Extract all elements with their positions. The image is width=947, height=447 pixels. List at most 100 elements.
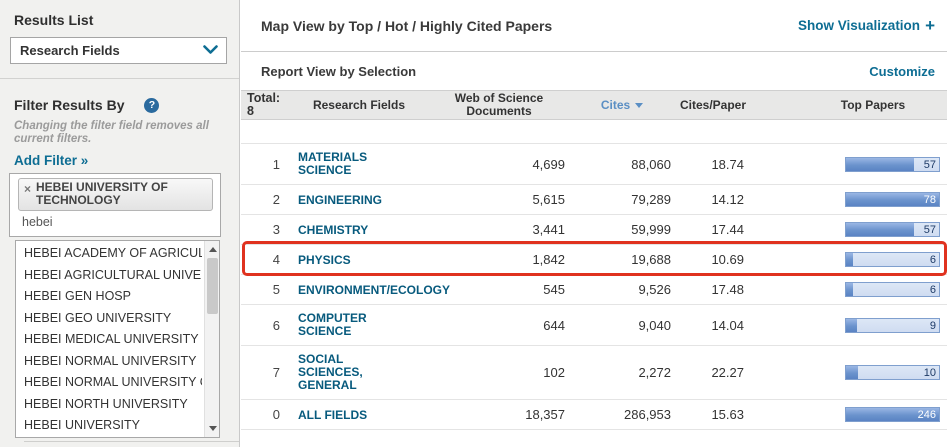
show-visualization-link[interactable]: Show Visualization + bbox=[798, 15, 935, 35]
cites-cell: 286,953 bbox=[569, 399, 675, 430]
wos-documents-cell: 102 bbox=[429, 345, 569, 400]
top-papers-value: 6 bbox=[929, 284, 936, 296]
cites-per-paper-cell: 14.12 bbox=[675, 184, 751, 215]
field-cell: ENGINEERING bbox=[289, 184, 429, 215]
map-view-title: Map View by Top / Hot / Highly Cited Pap… bbox=[261, 17, 553, 34]
scrollbar[interactable] bbox=[204, 241, 219, 437]
chevron-down-icon bbox=[203, 42, 218, 60]
results-list-dropdown[interactable]: Research Fields bbox=[10, 37, 227, 64]
column-header-cites-per-paper[interactable]: Cites/Paper bbox=[675, 90, 751, 120]
rank-cell: 0 bbox=[241, 399, 289, 430]
column-header-wos-documents[interactable]: Web of Science Documents bbox=[429, 90, 569, 120]
filter-tag-label: HEBEI UNIVERSITY OF TECHNOLOGY bbox=[36, 180, 168, 207]
top-papers-cell: 57 bbox=[751, 143, 947, 185]
top-papers-cell: 6 bbox=[751, 274, 947, 305]
rank-cell: 5 bbox=[241, 274, 289, 305]
sidebar-bottom-divider bbox=[24, 441, 239, 442]
add-filter-link[interactable]: Add Filter » bbox=[14, 153, 89, 168]
top-papers-bar-fill bbox=[846, 283, 854, 296]
cites-per-paper-cell: 10.69 bbox=[675, 244, 751, 275]
table-row: 3 CHEMISTRY 3,441 59,999 17.44 57 bbox=[241, 214, 947, 245]
filter-search-input[interactable] bbox=[20, 214, 210, 230]
column-header-research-fields[interactable]: Research Fields bbox=[289, 90, 429, 120]
table-row: 1 MATERIALS SCIENCE 4,699 88,060 18.74 57 bbox=[241, 143, 947, 185]
suggestion-item[interactable]: HEBEI MEDICAL UNIVERSITY bbox=[24, 332, 199, 346]
suggestion-item[interactable]: HEBEI NORMAL UNIVERSITY OF bbox=[24, 375, 202, 389]
top-papers-bar: 6 bbox=[845, 252, 940, 267]
field-cell: ALL FIELDS bbox=[289, 399, 429, 430]
suggestion-item[interactable]: HEBEI NORTH UNIVERSITY bbox=[24, 396, 188, 411]
top-papers-value: 57 bbox=[923, 224, 936, 236]
customize-link[interactable]: Customize bbox=[869, 63, 935, 79]
field-link[interactable]: CHEMISTRY bbox=[298, 222, 369, 237]
wos-documents-cell: 5,615 bbox=[429, 184, 569, 215]
cites-per-paper-cell: 22.27 bbox=[675, 345, 751, 400]
sidebar-divider bbox=[0, 78, 239, 79]
top-papers-value: 57 bbox=[923, 158, 936, 171]
cites-per-paper-cell: 14.04 bbox=[675, 304, 751, 346]
top-papers-value: 246 bbox=[917, 409, 936, 421]
spacer-row bbox=[241, 120, 947, 144]
cites-cell: 88,060 bbox=[569, 143, 675, 185]
top-papers-cell: 9 bbox=[751, 304, 947, 346]
report-view-header: Report View by Selection Customize bbox=[241, 52, 947, 90]
field-cell: PHYSICS bbox=[289, 244, 429, 275]
field-link[interactable]: SOCIAL SCIENCES, GENERAL bbox=[298, 352, 363, 392]
cites-per-paper-cell: 18.74 bbox=[675, 143, 751, 185]
top-papers-bar-fill bbox=[846, 157, 914, 171]
top-papers-cell: 57 bbox=[751, 214, 947, 245]
table-row: 7 SOCIAL SCIENCES, GENERAL 102 2,272 22.27 10 bbox=[241, 345, 947, 400]
wos-documents-cell: 3,441 bbox=[429, 214, 569, 245]
field-link[interactable]: ALL FIELDS bbox=[298, 407, 368, 422]
top-papers-bar: 57 bbox=[845, 156, 940, 172]
rank-cell: 1 bbox=[241, 143, 289, 185]
suggestion-item[interactable]: HEBEI ACADEMY OF AGRICULTU bbox=[24, 246, 202, 260]
top-papers-bar-fill bbox=[846, 318, 857, 332]
top-papers-cell: 78 bbox=[751, 184, 947, 215]
field-link[interactable]: MATERIALS SCIENCE bbox=[298, 150, 368, 177]
wos-documents-cell: 644 bbox=[429, 304, 569, 346]
top-papers-bar: 10 bbox=[845, 365, 940, 380]
top-papers-bar: 6 bbox=[845, 282, 940, 297]
field-link[interactable]: ENVIRONMENT/ECOLOGY bbox=[298, 282, 451, 297]
top-papers-bar: 246 bbox=[845, 407, 940, 422]
field-cell: CHEMISTRY bbox=[289, 214, 429, 245]
scrollbar-thumb[interactable] bbox=[207, 258, 218, 314]
scroll-down-icon[interactable] bbox=[205, 421, 219, 436]
suggestion-listbox: HEBEI ACADEMY OF AGRICULTU HEBEI AGRICULT… bbox=[15, 240, 220, 438]
wos-documents-cell: 18,357 bbox=[429, 399, 569, 430]
suggestion-item[interactable]: HEBEI GEO UNIVERSITY bbox=[24, 310, 172, 325]
field-cell: ENVIRONMENT/ECOLOGY bbox=[289, 274, 451, 305]
cites-cell: 79,289 bbox=[569, 184, 675, 215]
sort-caret-icon bbox=[635, 102, 644, 108]
suggestion-item[interactable]: HEBEI GEN HOSP bbox=[24, 289, 131, 303]
top-papers-bar: 57 bbox=[845, 222, 940, 237]
top-papers-bar-fill bbox=[846, 253, 854, 266]
filter-tag-chip: × HEBEI UNIVERSITY OF TECHNOLOGY bbox=[18, 178, 213, 211]
remove-filter-icon[interactable]: × bbox=[24, 182, 32, 196]
scroll-up-icon[interactable] bbox=[205, 242, 219, 257]
cites-cell: 59,999 bbox=[569, 214, 675, 245]
help-icon[interactable]: ? bbox=[144, 97, 160, 113]
report-table: Total: 8 Research Fields Web of Science … bbox=[241, 90, 947, 430]
rank-cell: 6 bbox=[241, 304, 289, 346]
filter-results-heading: Filter Results By bbox=[14, 97, 125, 113]
sidebar: Results List Research Fields Filter Resu… bbox=[0, 0, 240, 447]
field-link[interactable]: COMPUTER SCIENCE bbox=[298, 311, 367, 338]
field-cell: SOCIAL SCIENCES, GENERAL bbox=[289, 345, 429, 400]
suggestion-item[interactable]: HEBEI UNIVERSITY bbox=[24, 418, 140, 432]
wos-documents-cell: 545 bbox=[429, 274, 569, 305]
cites-cell: 9,040 bbox=[569, 304, 675, 346]
top-papers-cell: 10 bbox=[751, 345, 947, 400]
field-link[interactable]: PHYSICS bbox=[298, 252, 351, 267]
suggestion-item[interactable]: HEBEI NORMAL UNIVERSITY bbox=[24, 353, 197, 368]
cites-cell: 19,688 bbox=[569, 244, 675, 275]
column-header-cites[interactable]: Cites bbox=[569, 90, 675, 120]
total-count: Total: 8 bbox=[241, 90, 289, 120]
column-header-top-papers[interactable]: Top Papers bbox=[751, 90, 947, 120]
suggestion-item[interactable]: HEBEI AGRICULTURAL UNIVER bbox=[24, 267, 202, 282]
table-row: 4 PHYSICS 1,842 19,688 10.69 6 bbox=[241, 244, 947, 275]
results-list-heading: Results List bbox=[14, 12, 94, 28]
field-link[interactable]: ENGINEERING bbox=[298, 192, 383, 207]
table-row: 5 ENVIRONMENT/ECOLOGY 545 9,526 17.48 6 bbox=[241, 274, 947, 305]
